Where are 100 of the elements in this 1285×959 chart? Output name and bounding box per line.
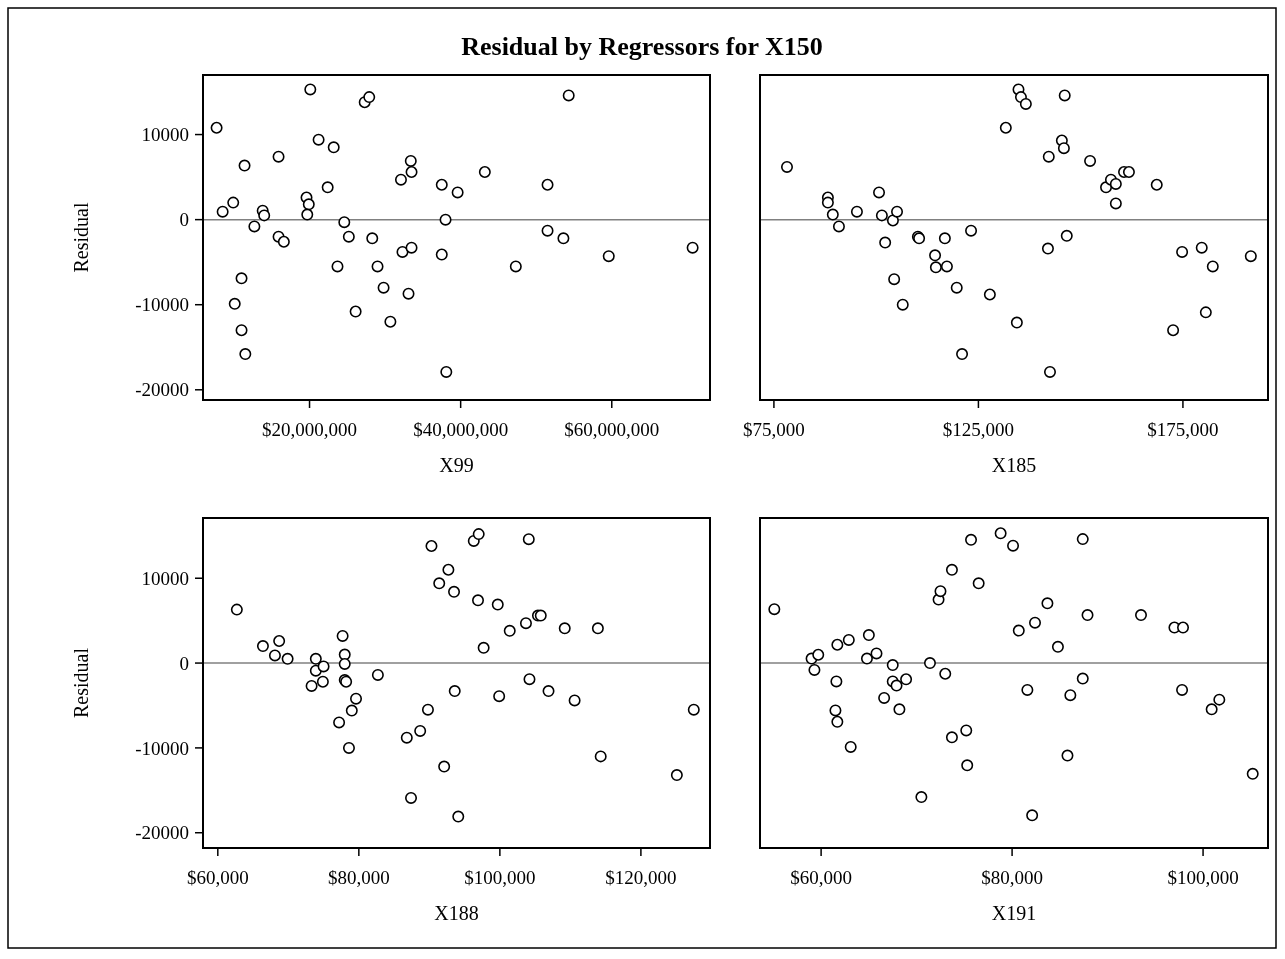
point <box>404 154 417 167</box>
point <box>923 657 936 670</box>
point <box>939 667 952 680</box>
point <box>929 249 942 262</box>
point <box>541 224 554 237</box>
point <box>405 791 418 804</box>
point <box>342 230 355 243</box>
point <box>405 241 418 254</box>
point <box>831 715 844 728</box>
point <box>442 563 455 576</box>
point <box>1246 767 1259 780</box>
x-tick-label: $60,000 <box>790 867 852 888</box>
point <box>522 533 535 546</box>
point <box>438 760 451 773</box>
x-tick-label: $125,000 <box>942 419 1015 440</box>
point <box>1167 324 1180 337</box>
point <box>934 585 947 598</box>
point <box>1029 616 1042 629</box>
point <box>812 648 825 661</box>
point <box>230 603 243 616</box>
point <box>371 668 384 681</box>
point <box>433 577 446 590</box>
point <box>272 150 285 163</box>
x-tick-label: $60,000 <box>186 867 249 888</box>
point <box>405 166 418 178</box>
point <box>875 209 888 222</box>
point <box>960 724 973 737</box>
y-tick-label: 10000 <box>141 567 189 589</box>
point <box>435 248 448 261</box>
point <box>235 272 248 285</box>
x-tick-label: $100,000 <box>1167 867 1239 888</box>
point <box>826 208 839 221</box>
point <box>558 622 571 635</box>
point <box>687 703 700 716</box>
point <box>239 348 252 361</box>
point <box>886 214 899 227</box>
point <box>345 704 358 717</box>
point <box>309 652 322 665</box>
point <box>999 121 1012 134</box>
point <box>277 235 290 248</box>
point <box>965 224 978 237</box>
point <box>1064 689 1077 702</box>
point <box>888 273 901 286</box>
point <box>1058 89 1071 102</box>
point <box>452 810 465 823</box>
point <box>1244 250 1257 263</box>
point <box>333 716 346 729</box>
point <box>312 133 325 146</box>
point <box>302 198 315 211</box>
point <box>363 91 376 104</box>
point <box>1176 683 1189 696</box>
point <box>893 703 906 716</box>
point <box>844 740 857 753</box>
y-tick-label: 10000 <box>141 124 189 146</box>
point <box>1041 242 1054 255</box>
point <box>338 657 351 670</box>
point <box>439 213 452 226</box>
point <box>216 205 229 218</box>
point <box>366 232 379 245</box>
point <box>945 563 958 576</box>
point <box>503 624 516 637</box>
point <box>210 121 223 134</box>
point <box>338 216 351 229</box>
point <box>602 250 615 263</box>
point <box>929 261 942 274</box>
point <box>1026 809 1039 822</box>
point <box>451 186 464 199</box>
point <box>1199 306 1212 319</box>
point <box>1051 640 1064 653</box>
point <box>440 365 453 378</box>
point <box>670 769 683 782</box>
point <box>235 324 248 337</box>
point <box>873 186 886 199</box>
point <box>829 704 842 717</box>
point <box>542 685 555 698</box>
point <box>256 640 269 653</box>
point <box>1041 597 1054 610</box>
point <box>879 236 892 249</box>
point <box>238 159 251 172</box>
point <box>414 724 427 737</box>
y-tick-label: -20000 <box>135 379 189 401</box>
point <box>317 660 330 673</box>
x-tick-label: $75,000 <box>743 419 805 440</box>
point <box>1061 749 1074 762</box>
point <box>304 83 317 96</box>
point <box>327 141 340 154</box>
point <box>349 305 362 318</box>
point <box>591 622 604 635</box>
point <box>493 690 506 703</box>
point <box>402 287 415 300</box>
point <box>1177 621 1190 634</box>
point <box>316 675 329 688</box>
point <box>1019 97 1032 110</box>
point <box>850 205 863 218</box>
point <box>371 260 384 273</box>
y-axis-title: Residual <box>70 202 92 273</box>
point <box>1135 609 1147 622</box>
chart-title: Residual by Regressors for X150 <box>461 32 823 61</box>
point <box>491 598 504 611</box>
point <box>1084 154 1097 167</box>
